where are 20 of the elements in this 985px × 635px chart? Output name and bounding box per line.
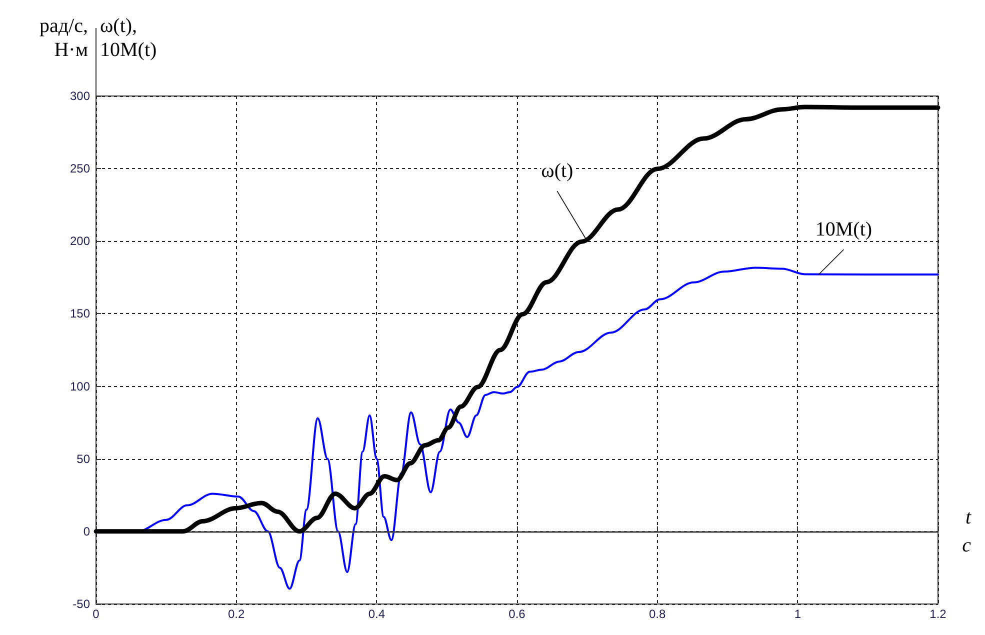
x-tick-label: 0.6 bbox=[508, 607, 526, 621]
x-tick-label: 1.2 bbox=[930, 607, 947, 621]
y-tick-label: 0 bbox=[83, 524, 90, 538]
x-tick-label: 1 bbox=[794, 607, 802, 621]
y-tick-label: 200 bbox=[70, 234, 90, 248]
annotation: ω(t) bbox=[541, 160, 574, 182]
text: ω(t), 10M(t) bbox=[100, 15, 157, 61]
y-tick-label: 100 bbox=[70, 379, 90, 394]
annotation: 10M(t) bbox=[815, 218, 872, 241]
x-tick-label: 0 bbox=[92, 607, 100, 621]
y-axis-title: рад/с, Н·м bbox=[40, 15, 88, 61]
y-tick-label: 250 bbox=[70, 162, 90, 176]
x-axis-title: t с bbox=[962, 506, 972, 556]
x-tick-label: 0.8 bbox=[648, 607, 666, 621]
x-tick-label: 0.4 bbox=[368, 607, 386, 621]
y-tick-label: 300 bbox=[70, 89, 90, 103]
y-tick-label: 150 bbox=[70, 306, 90, 321]
y-tick-label: 50 bbox=[76, 452, 90, 466]
x-tick-label: 0.2 bbox=[228, 607, 245, 621]
y-tick-label: -50 bbox=[72, 597, 90, 611]
